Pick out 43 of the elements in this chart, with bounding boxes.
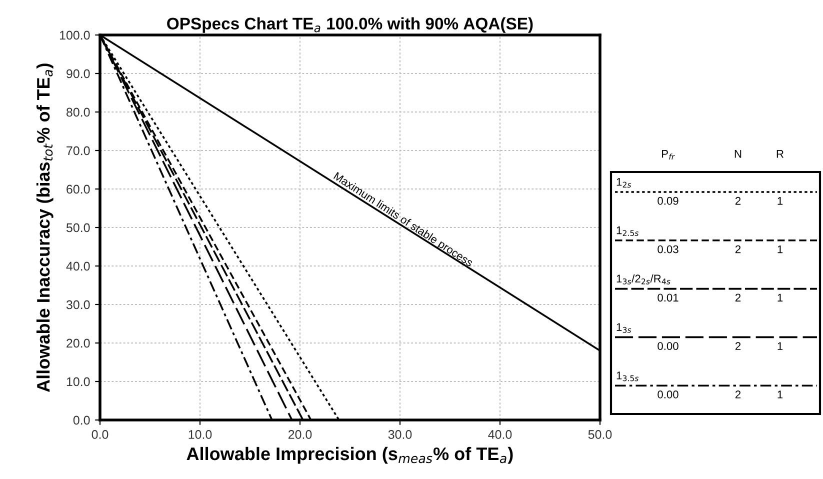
x-tick-label: 30.0 xyxy=(388,430,412,439)
text: 1 xyxy=(778,390,783,398)
text: 2 xyxy=(735,390,741,398)
y-tick-label: 60.0 xyxy=(66,184,90,194)
chart-title: OPSpecs Chart TE$_{a}$ 100.0% with 90% AQA(SE) xyxy=(167,17,533,33)
y-tick-label: 40.0 xyxy=(66,262,90,271)
x-tick-label: 0.0 xyxy=(92,430,108,439)
x-tick-label: 40.0 xyxy=(488,430,512,439)
y-tick-label: 80.0 xyxy=(66,108,90,117)
text: 1$_{2.5s}$ xyxy=(616,226,639,236)
text: R xyxy=(776,150,784,158)
text: 2 xyxy=(735,294,741,302)
text: 0.00 xyxy=(658,342,678,350)
text: 0.09 xyxy=(658,196,678,205)
text: 1 xyxy=(778,245,783,254)
text: 1 xyxy=(778,294,783,302)
text: 0.00 xyxy=(658,390,678,398)
x-tick-label: 20.0 xyxy=(288,430,312,439)
y-tick-label: 10.0 xyxy=(66,377,90,386)
x-axis-title: Allowable Imprecision (s$_{meas}$% of TE$_{a}$) xyxy=(186,446,513,464)
text: 1$_{3s}$ xyxy=(616,323,632,333)
text: 1 xyxy=(778,197,783,205)
y-tick-label: 20.0 xyxy=(66,338,90,348)
y-tick-label: 50.0 xyxy=(66,223,90,232)
text: 2 xyxy=(735,196,741,205)
x-tick-label: 10.0 xyxy=(188,430,212,439)
y-tick-label: 90.0 xyxy=(66,69,90,78)
y-tick-label: 100.0 xyxy=(60,30,90,40)
text: 1$_{2s}$ xyxy=(616,178,632,188)
y-tick-label: 70.0 xyxy=(66,146,90,156)
text: 1$_{3s}$/2$_{2s}$/R$_{4s}$ xyxy=(616,274,670,284)
text: 1$_{3.5s}$ xyxy=(616,372,639,382)
x-tick-label: 50.0 xyxy=(588,430,612,439)
text: 0.01 xyxy=(658,294,678,302)
text: 2 xyxy=(735,245,741,254)
y-tick-label: 30.0 xyxy=(66,300,90,310)
text: 0.03 xyxy=(658,245,678,254)
text: N xyxy=(734,150,742,158)
text: 1 xyxy=(778,342,783,350)
y-axis-title: Allowable Inaccuracy (bias$_{tot}$% of TE$_{a}$) xyxy=(36,64,54,392)
text: 2 xyxy=(735,342,741,350)
y-tick-label: 0.0 xyxy=(73,416,90,425)
text: P$_{fr}$ xyxy=(662,150,675,160)
